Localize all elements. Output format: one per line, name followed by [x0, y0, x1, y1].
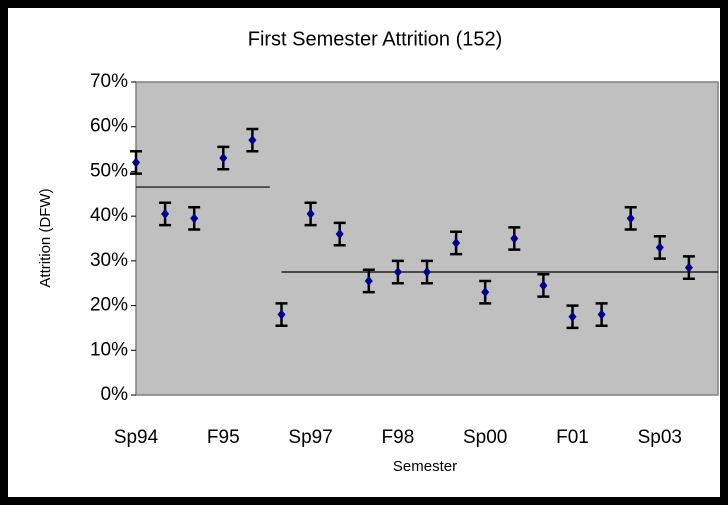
x-tick-label: Sp97: [288, 427, 332, 448]
y-tick-label: 50%: [90, 160, 128, 181]
data-point: [423, 267, 431, 278]
y-axis-label: Attrition (DFW): [37, 188, 54, 287]
x-tick-label: F98: [382, 427, 415, 448]
x-axis-label: Semester: [393, 458, 457, 475]
data-point: [161, 208, 170, 219]
data-point: [306, 208, 315, 219]
x-tick-label: Sp94: [114, 427, 159, 448]
data-point: [248, 135, 257, 146]
data-point: [481, 287, 490, 298]
x-tick-label: Sp00: [463, 427, 507, 448]
data-point: [219, 153, 228, 164]
y-tick-label: 0%: [101, 384, 129, 405]
data-point: [510, 233, 519, 244]
data-point: [539, 280, 548, 291]
data-point: [393, 267, 402, 278]
y-tick-label: 70%: [90, 71, 128, 92]
data-point: [190, 213, 199, 224]
plot-area: [135, 81, 719, 396]
y-tick-label: 40%: [90, 205, 128, 226]
data-point: [335, 229, 344, 240]
data-point: [684, 262, 693, 273]
data-point: [626, 213, 635, 224]
x-tick-label: Sp03: [638, 427, 682, 448]
y-tick-label: 10%: [90, 339, 128, 360]
data-point: [452, 237, 461, 248]
x-tick-label: F01: [556, 427, 589, 448]
data-point: [568, 311, 577, 322]
data-point: [364, 275, 373, 286]
data-point: [597, 309, 606, 320]
y-tick-label: 60%: [90, 116, 128, 137]
y-tick-label: 20%: [90, 295, 128, 316]
data-point: [655, 242, 664, 253]
y-tick-label: 30%: [90, 250, 128, 271]
data-point: [277, 309, 286, 320]
x-tick-label: F95: [207, 427, 240, 448]
chart-title: First Semester Attrition (152): [248, 28, 503, 50]
data-point: [132, 157, 140, 168]
